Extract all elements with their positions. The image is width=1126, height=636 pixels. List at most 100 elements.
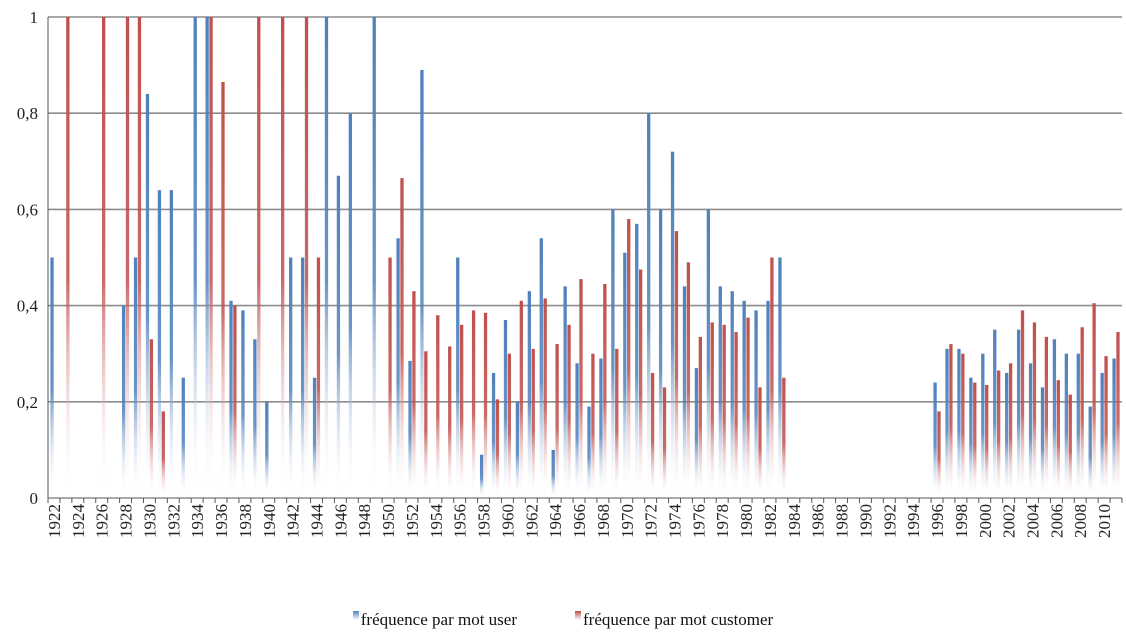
bar-user (324, 17, 329, 498)
x-tick-label: 1960 (498, 504, 517, 538)
bar-user (527, 291, 531, 498)
bar-customer (746, 317, 750, 498)
y-tick-label: 0,6 (17, 200, 38, 219)
x-tick-label: 1992 (880, 504, 899, 538)
bar-user (587, 406, 591, 498)
bar-user (1040, 387, 1045, 498)
x-tick-label: 1922 (45, 504, 64, 538)
x-tick-label: 1926 (93, 504, 112, 538)
bar-customer (1092, 303, 1096, 498)
bar-customer (316, 257, 321, 498)
bar-customer (698, 336, 702, 498)
bar-customer (281, 17, 285, 498)
bar-customer (770, 257, 774, 498)
bar-user (1088, 406, 1092, 498)
bar-user (157, 190, 162, 498)
bar-user (969, 377, 973, 498)
x-tick-label: 1946 (331, 504, 350, 538)
bar-customer (591, 353, 595, 498)
bar-user (229, 300, 233, 498)
bar-customer (758, 387, 762, 498)
bar-customer (304, 17, 309, 498)
bar-user (420, 69, 424, 498)
bar-customer (507, 353, 512, 498)
bar-user (754, 310, 758, 498)
x-tick-label: 1930 (140, 504, 159, 538)
bar-user (563, 286, 567, 498)
bar-user (766, 300, 770, 498)
x-tick-label: 1966 (570, 504, 589, 538)
legend-item-customer: fréquence par mot customer (575, 610, 773, 630)
bar-customer (710, 322, 714, 498)
bar-customer (627, 219, 631, 498)
bar-user (718, 286, 722, 498)
bar-customer (1068, 394, 1072, 498)
bar-user (742, 300, 746, 498)
y-tick-labels: 0 0,2 0,4 0,6 0,8 1 (17, 8, 39, 508)
bar-customer (639, 269, 643, 498)
x-tick-label: 2010 (1095, 504, 1114, 538)
bar-customer (1116, 332, 1120, 498)
x-tick-label: 1956 (451, 504, 470, 538)
bar-user (300, 257, 305, 498)
bar-user (575, 363, 579, 498)
x-tick-label: 1938 (236, 504, 255, 538)
bar-customer (997, 370, 1001, 498)
bar-customer (221, 81, 225, 498)
y-tick-label: 0,4 (17, 297, 39, 316)
bar-customer (448, 346, 452, 498)
x-tick-label: 1942 (284, 504, 303, 538)
bar-user (635, 223, 639, 498)
bar-user (121, 305, 126, 498)
bar-user (265, 401, 269, 498)
bar-user (694, 368, 699, 498)
bar-customer (102, 17, 106, 498)
bar-customer (662, 387, 667, 498)
x-tick-label: 1976 (689, 504, 708, 538)
x-tick-label: 1940 (260, 504, 279, 538)
bar-customer (603, 283, 607, 498)
bar-customer (555, 344, 559, 498)
x-tick-label: 1996 (928, 504, 947, 538)
bar-customer (985, 384, 989, 498)
bar-user (730, 291, 734, 498)
x-tick-label: 1980 (737, 504, 756, 538)
bar-customer (1080, 327, 1084, 498)
bar-user (145, 93, 150, 499)
bar-user (372, 17, 376, 498)
bar-customer (436, 315, 440, 498)
bar-customer (519, 300, 523, 498)
bar-customer (137, 17, 142, 498)
bar-customer (400, 178, 404, 498)
bar-user (706, 209, 710, 498)
legend-label-customer: fréquence par mot customer (583, 610, 774, 629)
bar-customer (1008, 363, 1013, 498)
x-tick-label: 1984 (785, 504, 804, 539)
x-tick-label: 1986 (809, 504, 828, 538)
bar-user (336, 175, 341, 499)
bar-user (491, 372, 496, 498)
bar-user (50, 257, 54, 498)
bar-user (647, 113, 651, 498)
bar-user (169, 190, 173, 498)
axes (47, 17, 1123, 503)
bar-customer (973, 382, 977, 498)
x-tick-label: 1948 (355, 504, 374, 538)
bar-customer (1032, 322, 1037, 498)
x-tick-label: 1932 (164, 504, 183, 538)
bar-user (933, 382, 937, 498)
bar-user (312, 377, 317, 498)
bar-user (981, 353, 985, 498)
x-tick-label: 1936 (212, 504, 231, 538)
x-tick-label: 2004 (1024, 504, 1043, 539)
x-tick-label: 1994 (904, 504, 923, 539)
x-tick-label: 1988 (833, 504, 852, 538)
x-tick-label: 2002 (1000, 504, 1019, 538)
bar-user (993, 329, 997, 498)
bar-customer (149, 339, 154, 498)
bar-customer (949, 344, 953, 498)
legend-label-user: fréquence par mot user (360, 610, 517, 629)
bar-user (1064, 353, 1068, 498)
bar-customer (674, 231, 679, 499)
legend-item-user: fréquence par mot user (352, 610, 517, 630)
